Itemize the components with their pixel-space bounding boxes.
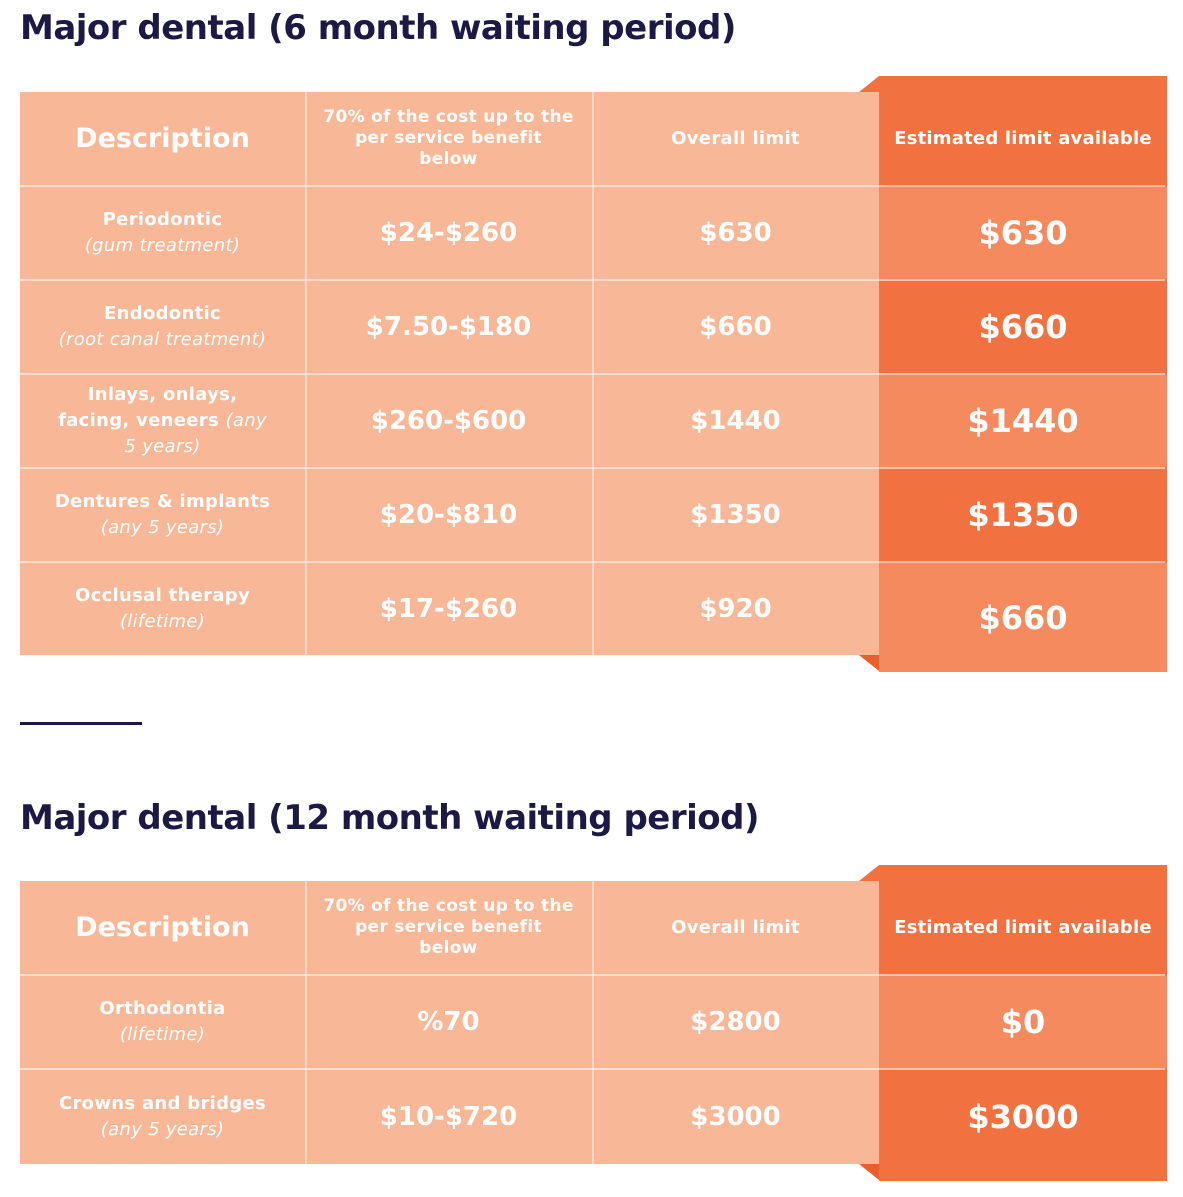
row-description: Crowns and bridges (any 5 years): [20, 1070, 305, 1164]
table-row: Endodontic (root canal treatment) $7.50-$…: [20, 281, 1167, 373]
service-name: Crowns and bridges: [58, 1093, 266, 1114]
estimated-limit: $0: [879, 976, 1167, 1068]
highlight-notch: [859, 1164, 879, 1180]
service-note: (any 5 years): [100, 517, 225, 538]
header-benefit: 70% of the cost up to the per service be…: [323, 107, 574, 169]
table-row: Periodontic (gum treatment) $24-$260 $630…: [20, 187, 1167, 279]
section-title: Major dental (12 month waiting period): [20, 798, 760, 838]
column-divider: [305, 881, 307, 1164]
row-divider: [20, 279, 1165, 281]
service-note: (root canal treatment): [58, 329, 267, 350]
header-overall-limit: Overall limit: [671, 128, 800, 149]
header-benefit: 70% of the cost up to the per service be…: [323, 896, 574, 958]
service-name: Dentures & implants: [54, 491, 271, 512]
highlight-notch: [859, 76, 879, 92]
service-note: (gum treatment): [84, 235, 241, 256]
column-divider: [305, 92, 307, 655]
header-description: Description: [75, 912, 250, 943]
table-background: [20, 881, 879, 1164]
row-description: Occlusal therapy (lifetime): [20, 563, 305, 655]
column-divider: [592, 92, 594, 655]
benefit-range: $7.50-$180: [365, 312, 532, 342]
table-header-row: Description 70% of the cost up to the pe…: [20, 881, 1167, 974]
table-row: Dentures & implants (any 5 years) $20-$81…: [20, 469, 1167, 561]
row-description: Periodontic (gum treatment): [20, 187, 305, 279]
row-divider: [20, 467, 1165, 469]
row-divider: [20, 561, 1165, 563]
benefits-table-12-month: Description 70% of the cost up to the pe…: [20, 865, 1167, 1181]
overall-limit: $1440: [690, 406, 781, 436]
estimated-limit: $660: [879, 563, 1167, 672]
service-name: Inlays, onlays, facing, veneers: [58, 384, 238, 431]
overall-limit: $2800: [690, 1007, 781, 1037]
highlight-notch: [859, 655, 879, 671]
service-name: Endodontic: [104, 303, 221, 324]
service-note: (any 5 years): [100, 1119, 225, 1140]
service-note: (lifetime): [119, 611, 206, 632]
section-title: Major dental (6 month waiting period): [20, 8, 736, 48]
table-row: Occlusal therapy (lifetime) $17-$260 $920…: [20, 563, 1167, 672]
benefit-range: $20-$810: [379, 500, 518, 530]
highlight-notch: [859, 865, 879, 881]
estimated-limit: $1440: [879, 375, 1167, 467]
row-divider: [20, 974, 1165, 976]
row-divider: [20, 1068, 1165, 1070]
service-note: (lifetime): [119, 1024, 206, 1045]
estimated-limit: $630: [879, 187, 1167, 279]
benefit-range: $260-$600: [370, 406, 527, 436]
header-description: Description: [75, 123, 250, 154]
estimated-limit: $1350: [879, 469, 1167, 561]
row-description: Orthodontia (lifetime): [20, 976, 305, 1068]
table-row: Orthodontia (lifetime) %70 $2800 $0: [20, 976, 1167, 1068]
estimated-limit: $660: [879, 281, 1167, 373]
benefit-range: $24-$260: [379, 218, 518, 248]
overall-limit: $1350: [690, 500, 781, 530]
table-row: Inlays, onlays, facing, veneers (any 5 y…: [20, 375, 1167, 467]
benefits-table-6-month: Description 70% of the cost up to the pe…: [20, 76, 1167, 672]
benefit-range: $10-$720: [379, 1102, 518, 1132]
service-name: Orthodontia: [99, 998, 226, 1019]
service-name: Periodontic: [102, 209, 223, 230]
row-divider: [20, 373, 1165, 375]
estimated-limit: $3000: [879, 1070, 1167, 1164]
table-row: Crowns and bridges (any 5 years) $10-$720…: [20, 1070, 1167, 1164]
benefit-range: $17-$260: [379, 594, 518, 624]
row-description: Inlays, onlays, facing, veneers (any 5 y…: [20, 375, 305, 467]
row-description: Endodontic (root canal treatment): [20, 281, 305, 373]
overall-limit: $660: [699, 312, 772, 342]
header-overall-limit: Overall limit: [671, 917, 800, 938]
overall-limit: $920: [699, 594, 772, 624]
header-estimated-limit: Estimated limit available: [894, 128, 1152, 149]
row-divider: [20, 185, 1165, 187]
header-estimated-limit: Estimated limit available: [894, 917, 1152, 938]
column-divider: [592, 881, 594, 1164]
overall-limit: $630: [699, 218, 772, 248]
row-description: Dentures & implants (any 5 years): [20, 469, 305, 561]
overall-limit: $3000: [690, 1102, 781, 1132]
service-note: (any 5 years): [124, 410, 267, 457]
benefit-range: %70: [417, 1007, 480, 1037]
service-name: Occlusal therapy: [75, 585, 250, 606]
table-header-row: Description 70% of the cost up to the pe…: [20, 92, 1167, 185]
section-divider: [20, 722, 142, 725]
